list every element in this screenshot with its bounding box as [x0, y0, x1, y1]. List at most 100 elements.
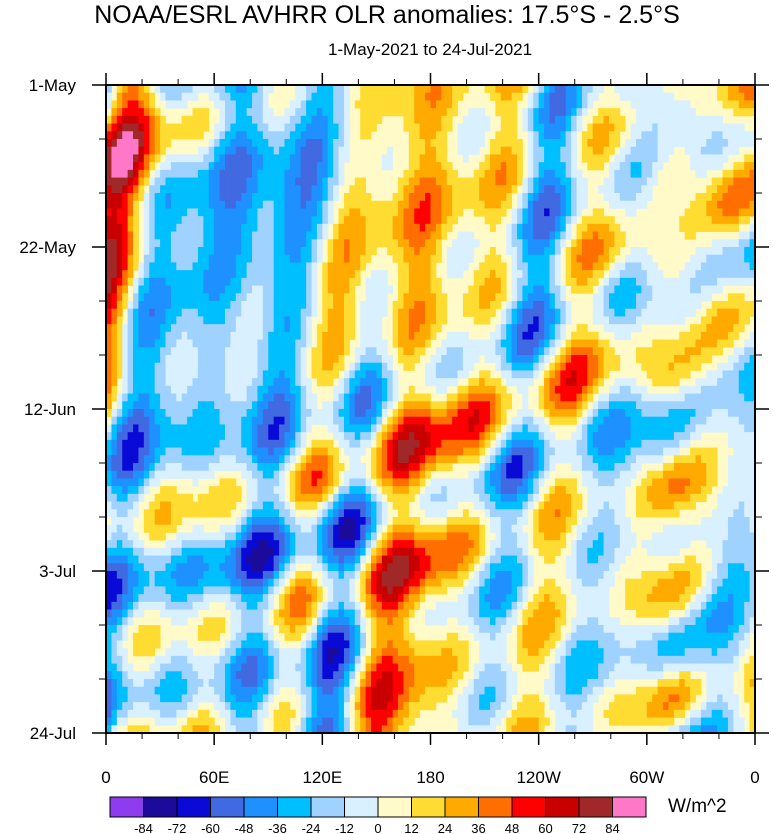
field-cell — [700, 154, 707, 163]
field-cell — [560, 216, 567, 225]
field-cell — [133, 455, 139, 464]
field-cell — [203, 347, 210, 356]
field-cell — [549, 239, 556, 248]
field-cell — [695, 331, 702, 340]
field-cell — [435, 432, 442, 441]
field-cell — [641, 301, 648, 310]
field-cell — [295, 108, 302, 117]
field-cell — [717, 185, 723, 194]
field-cell — [473, 200, 480, 209]
field-cell — [414, 239, 421, 248]
field-cell — [349, 463, 356, 472]
field-cell — [273, 463, 280, 472]
field-cell — [700, 262, 707, 271]
field-cell — [560, 193, 567, 202]
field-cell — [235, 254, 242, 263]
field-cell — [663, 277, 669, 286]
field-cell — [289, 355, 296, 364]
field-cell — [646, 146, 653, 155]
field-cell — [338, 401, 345, 410]
field-cell — [430, 85, 437, 94]
field-cell — [273, 385, 280, 394]
field-cell — [192, 308, 199, 317]
field-cell — [273, 455, 280, 464]
field-cell — [462, 115, 469, 124]
field-cell — [181, 285, 188, 294]
field-cell — [484, 254, 491, 263]
field-cell — [403, 355, 410, 364]
field-cell — [419, 115, 426, 124]
field-cell — [581, 455, 588, 464]
field-cell — [462, 231, 469, 240]
field-cell — [176, 301, 183, 310]
field-cell — [652, 370, 659, 379]
field-cell — [598, 378, 604, 387]
field-cell — [343, 301, 350, 310]
field-cell — [527, 262, 534, 271]
field-cell — [538, 146, 545, 155]
field-cell — [138, 123, 145, 132]
field-cell — [289, 401, 296, 410]
field-cell — [268, 239, 275, 248]
field-cell — [733, 185, 740, 194]
field-cell — [295, 463, 302, 472]
field-cell — [289, 131, 296, 140]
field-cell — [538, 393, 545, 402]
field-cell — [371, 270, 377, 279]
field-cell — [365, 416, 372, 425]
field-cell — [381, 401, 388, 410]
field-cell — [165, 285, 172, 294]
field-cell — [565, 301, 572, 310]
field-cell — [165, 316, 172, 325]
field-cell — [608, 301, 615, 310]
field-cell — [749, 409, 755, 418]
field-cell — [738, 347, 745, 356]
field-cell — [473, 416, 480, 425]
field-cell — [468, 455, 475, 464]
field-cell — [668, 339, 675, 348]
field-cell — [349, 301, 356, 310]
field-cell — [522, 455, 529, 464]
field-cell — [533, 231, 540, 240]
field-cell — [343, 293, 350, 302]
field-cell — [619, 193, 626, 202]
field-cell — [695, 285, 702, 294]
field-cell — [565, 339, 572, 348]
field-cell — [571, 92, 577, 101]
field-cell — [187, 424, 193, 433]
field-cell — [722, 339, 729, 348]
field-cell — [122, 285, 129, 294]
field-cell — [289, 362, 296, 371]
field-cell — [170, 92, 177, 101]
field-cell — [176, 208, 183, 217]
field-cell — [106, 409, 112, 418]
field-cell — [143, 331, 150, 340]
field-cell — [598, 115, 604, 124]
field-cell — [398, 262, 404, 271]
field-cell — [425, 92, 431, 101]
field-cell — [462, 262, 469, 271]
field-cell — [711, 385, 718, 394]
field-cell — [522, 262, 529, 271]
field-cell — [441, 216, 448, 225]
field-cell — [700, 123, 707, 132]
field-cell — [614, 401, 621, 410]
field-cell — [165, 455, 172, 464]
field-cell — [338, 355, 345, 364]
field-cell — [246, 393, 253, 402]
field-cell — [376, 362, 383, 371]
field-cell — [614, 123, 621, 132]
field-cell — [289, 185, 296, 194]
field-cell — [349, 447, 356, 456]
field-cell — [252, 146, 258, 155]
field-cell — [354, 231, 361, 240]
field-cell — [138, 193, 145, 202]
field-cell — [116, 223, 123, 232]
field-cell — [289, 254, 296, 263]
field-cell — [214, 331, 220, 340]
field-cell — [316, 115, 323, 124]
field-cell — [300, 285, 307, 294]
field-cell — [122, 231, 129, 240]
field-cell — [371, 455, 377, 464]
field-cell — [581, 416, 588, 425]
